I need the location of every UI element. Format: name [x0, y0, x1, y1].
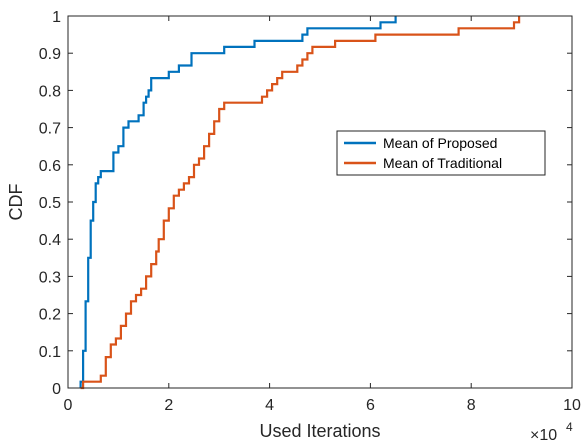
- y-axis-label: CDF: [6, 184, 26, 221]
- y-tick-label: 1: [52, 9, 61, 26]
- plot-frame: [67, 15, 573, 389]
- series-line-proposed: [79, 16, 397, 388]
- series-line-traditional: [80, 16, 521, 390]
- y-tick-label: 0.1: [39, 344, 61, 361]
- legend-label-traditional: Mean of Traditional: [383, 155, 502, 171]
- x-tick-label: 0: [64, 397, 73, 414]
- y-tick-label: 0.6: [39, 158, 61, 175]
- x-tick-label: 4: [265, 397, 274, 414]
- x-axis: 0 2 4 6 8 10: [64, 16, 581, 414]
- y-tick-label: 0.5: [39, 195, 61, 212]
- x-multiplier-exponent: 4: [566, 420, 573, 434]
- x-tick-label: 2: [164, 397, 173, 414]
- legend-box: [336, 130, 546, 176]
- y-tick-label: 0.4: [39, 232, 61, 249]
- x-tick-label: 8: [467, 397, 476, 414]
- y-axis: 0 0.1 0.2 0.3 0.4 0.5 0.6 0.7 0.8 0.9 1: [39, 9, 572, 398]
- x-axis-label: Used Iterations: [259, 421, 380, 441]
- legend-label-proposed: Mean of Proposed: [383, 135, 497, 151]
- y-tick-label: 0.7: [39, 121, 61, 138]
- y-tick-label: 0: [52, 381, 61, 398]
- y-tick-label: 0.3: [39, 269, 61, 286]
- y-tick-label: 0.2: [39, 307, 61, 324]
- series-layer: [79, 16, 521, 390]
- x-multiplier-label: ×10: [530, 427, 557, 443]
- x-tick-label: 10: [563, 397, 581, 414]
- x-tick-label: 6: [366, 397, 375, 414]
- y-tick-label: 0.9: [39, 46, 61, 63]
- y-tick-label: 0.8: [39, 83, 61, 100]
- legend: Mean of Proposed Mean of Traditional: [336, 130, 546, 176]
